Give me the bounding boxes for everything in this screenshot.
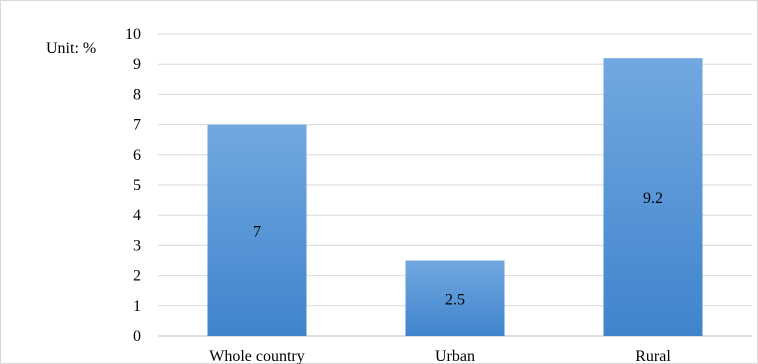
bar-data-label: 9.2 [643, 190, 663, 207]
bar [405, 260, 505, 336]
bar-data-label: 2.5 [445, 291, 465, 308]
y-axis-ticks: 0 1 2 3 4 5 6 7 8 9 10 [125, 26, 141, 345]
y-tick-label: 7 [133, 117, 141, 134]
bars: 7 2.5 9.2 [207, 58, 703, 336]
y-tick-label: 9 [133, 56, 141, 73]
y-tick-label: 8 [133, 86, 141, 103]
x-tick-label: Rural [635, 348, 671, 364]
y-tick-label: 5 [133, 177, 141, 194]
bar-data-label: 7 [253, 223, 261, 240]
x-tick-label: Whole country [209, 348, 305, 364]
y-tick-label: 3 [133, 237, 141, 254]
y-tick-label: 0 [133, 328, 141, 345]
y-tick-label: 1 [133, 298, 141, 315]
x-axis-ticks: Whole country Urban Rural [209, 348, 671, 364]
unit-label: Unit: % [46, 40, 96, 57]
bar [603, 58, 703, 336]
y-tick-label: 6 [133, 147, 141, 164]
y-tick-label: 4 [133, 207, 141, 224]
bar [207, 124, 307, 336]
x-tick-label: Urban [435, 348, 475, 364]
y-tick-label: 10 [125, 26, 141, 43]
y-tick-label: 2 [133, 268, 141, 285]
